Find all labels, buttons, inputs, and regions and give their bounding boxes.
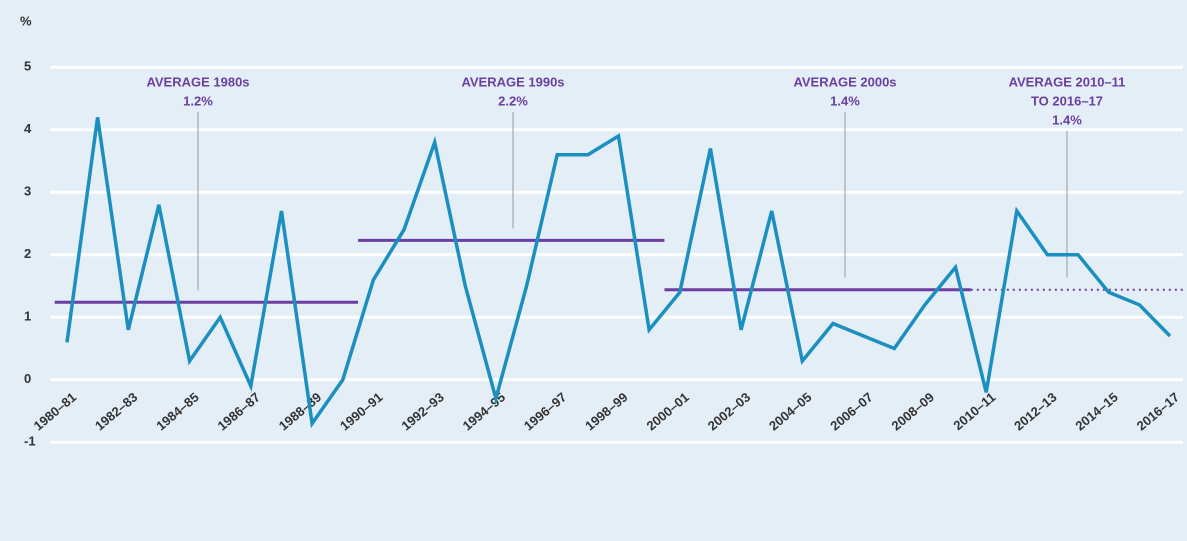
average-label: TO 2016–17 — [1031, 93, 1103, 108]
y-unit: % — [20, 13, 32, 28]
y-tick-label: -1 — [24, 434, 36, 449]
data-line — [65, 117, 1172, 429]
average-value-label: 1.4% — [1052, 112, 1082, 127]
y-tick-label: 2 — [24, 246, 31, 261]
average-label: AVERAGE 2000s — [793, 74, 896, 89]
y-tick-label: 4 — [24, 121, 32, 136]
y-tick-label: 0 — [24, 371, 31, 386]
average-value-label: 2.2% — [498, 93, 528, 108]
y-tick-label: 3 — [24, 184, 31, 199]
y-tick-label: 5 — [24, 59, 31, 74]
average-label: AVERAGE 1980s — [146, 74, 249, 89]
average-value-label: 1.4% — [830, 93, 860, 108]
average-label: AVERAGE 1990s — [461, 74, 564, 89]
y-tick-label: 1 — [24, 309, 31, 324]
average-value-label: 1.2% — [183, 93, 213, 108]
average-label: AVERAGE 2010–11 — [1009, 74, 1126, 89]
